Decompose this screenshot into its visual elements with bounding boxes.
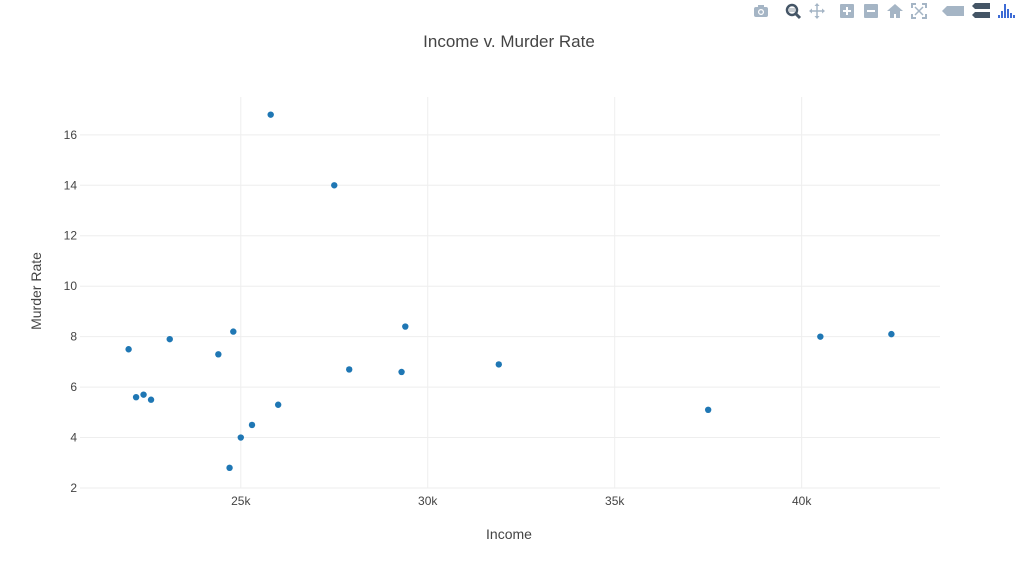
y-tick-labels: 2 4 6 8 10 12 14 16 <box>64 128 78 495</box>
y-tick-label: 6 <box>70 380 77 394</box>
x-tick-label: 25k <box>231 494 251 508</box>
hover-closest-icon[interactable] <box>940 2 966 20</box>
y-tick-label: 4 <box>70 431 77 445</box>
scatter-point[interactable] <box>495 361 502 368</box>
zoom-icon[interactable] <box>783 2 803 20</box>
scatter-point[interactable] <box>274 401 282 408</box>
y-tick-label: 14 <box>64 178 78 192</box>
scatter-point[interactable] <box>346 366 353 373</box>
scatter-point[interactable] <box>132 393 140 401</box>
home-icon[interactable] <box>885 2 905 20</box>
y-tick-label: 12 <box>64 229 78 243</box>
scatter-point[interactable] <box>888 330 895 338</box>
scatter-point[interactable] <box>140 391 147 398</box>
zoom-in-icon[interactable] <box>837 2 857 20</box>
y-gridlines <box>80 134 940 489</box>
scatter-point[interactable] <box>817 333 824 340</box>
scatter-point[interactable] <box>125 346 132 353</box>
zoom-out-icon[interactable] <box>861 2 881 20</box>
chart-title: Income v. Murder Rate <box>423 32 595 51</box>
scatter-point[interactable] <box>230 328 237 335</box>
scatter-point[interactable] <box>267 111 274 118</box>
camera-icon[interactable] <box>751 2 771 20</box>
x-tick-label: 40k <box>792 494 812 508</box>
scatter-point[interactable] <box>147 396 155 403</box>
plotly-logo-icon[interactable] <box>996 2 1018 20</box>
y-tick-label: 2 <box>70 481 77 495</box>
scatter-point[interactable] <box>402 323 409 330</box>
scatter-point[interactable] <box>248 421 256 429</box>
x-gridlines <box>240 97 803 488</box>
hover-compare-icon[interactable] <box>970 2 992 20</box>
y-tick-label: 16 <box>64 128 78 142</box>
modebar <box>718 2 1018 20</box>
scatter-point[interactable] <box>166 335 173 343</box>
autoscale-icon[interactable] <box>909 2 929 20</box>
y-axis-title: Murder Rate <box>28 252 44 330</box>
pan-icon[interactable] <box>807 2 827 20</box>
y-tick-label: 10 <box>64 279 78 293</box>
scatter-point[interactable] <box>226 464 233 472</box>
x-tick-label: 35k <box>605 494 625 508</box>
y-tick-label: 8 <box>70 330 77 344</box>
x-tick-labels: 25k 30k 35k 40k <box>231 494 812 508</box>
x-axis-title: Income <box>486 526 532 542</box>
scatter-point[interactable] <box>704 406 712 413</box>
scatter-point[interactable] <box>215 351 222 358</box>
data-points[interactable] <box>125 111 895 472</box>
scatter-point[interactable] <box>237 434 244 441</box>
scatter-point[interactable] <box>398 368 405 376</box>
scatter-point[interactable] <box>331 182 338 189</box>
x-tick-label: 30k <box>418 494 438 508</box>
